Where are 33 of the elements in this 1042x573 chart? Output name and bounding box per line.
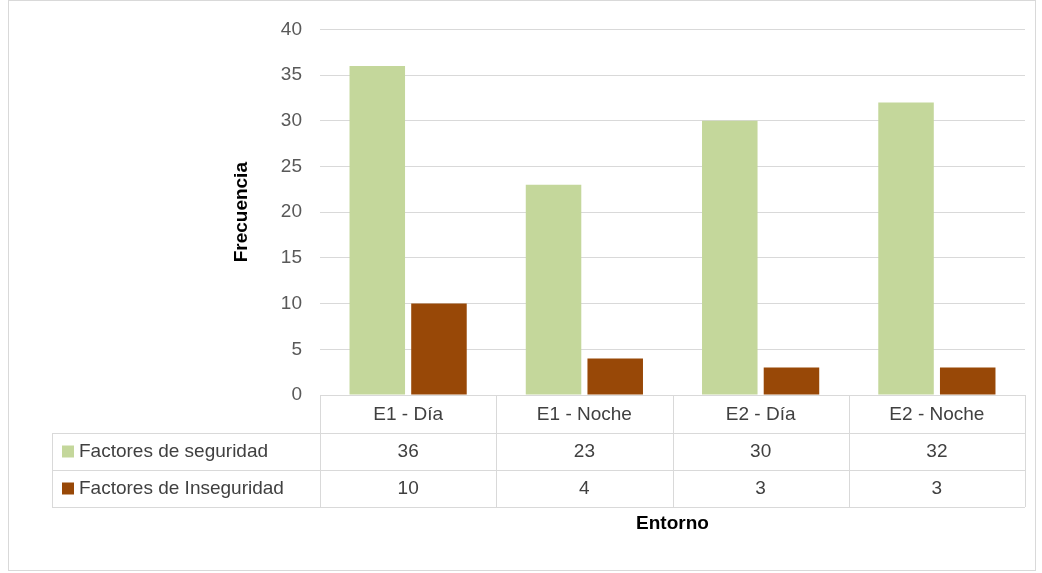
data-label: 3: [755, 476, 766, 498]
data-label: 3: [931, 476, 943, 498]
legend-label: Factores de Inseguridad: [79, 476, 284, 498]
legend-label: Factores de seguridad: [79, 439, 269, 461]
x-axis-title: Entorno: [636, 511, 709, 533]
y-axis-title: Frecuencia: [229, 161, 251, 263]
y-tick-label: 0: [291, 383, 302, 405]
bar: [525, 184, 582, 395]
data-label: 4: [579, 476, 591, 498]
y-tick-label: 35: [280, 63, 302, 85]
bar: [587, 358, 643, 395]
bar: [349, 65, 406, 395]
y-tick-label: 25: [280, 154, 302, 176]
y-tick-label: 40: [280, 17, 302, 39]
data-label: 23: [573, 439, 595, 461]
data-label: 30: [750, 439, 772, 461]
x-tick-label: E1 - Día: [373, 402, 444, 424]
y-tick-label: 30: [280, 109, 302, 131]
data-label: 10: [397, 476, 419, 498]
bar: [939, 367, 996, 395]
bar: [878, 102, 934, 395]
y-tick-label: 15: [280, 246, 302, 268]
x-tick-label: E2 - Noche: [889, 402, 985, 424]
bar: [411, 303, 467, 395]
y-tick-label: 5: [291, 337, 302, 359]
y-tick-label: 10: [280, 291, 302, 313]
x-tick-label: E2 - Día: [725, 402, 796, 424]
data-label: 32: [926, 439, 948, 461]
bar: [702, 120, 758, 395]
bar: [763, 367, 820, 395]
y-tick-label: 20: [280, 200, 302, 222]
x-tick-label: E1 - Noche: [536, 402, 632, 424]
data-label: 36: [397, 439, 419, 461]
